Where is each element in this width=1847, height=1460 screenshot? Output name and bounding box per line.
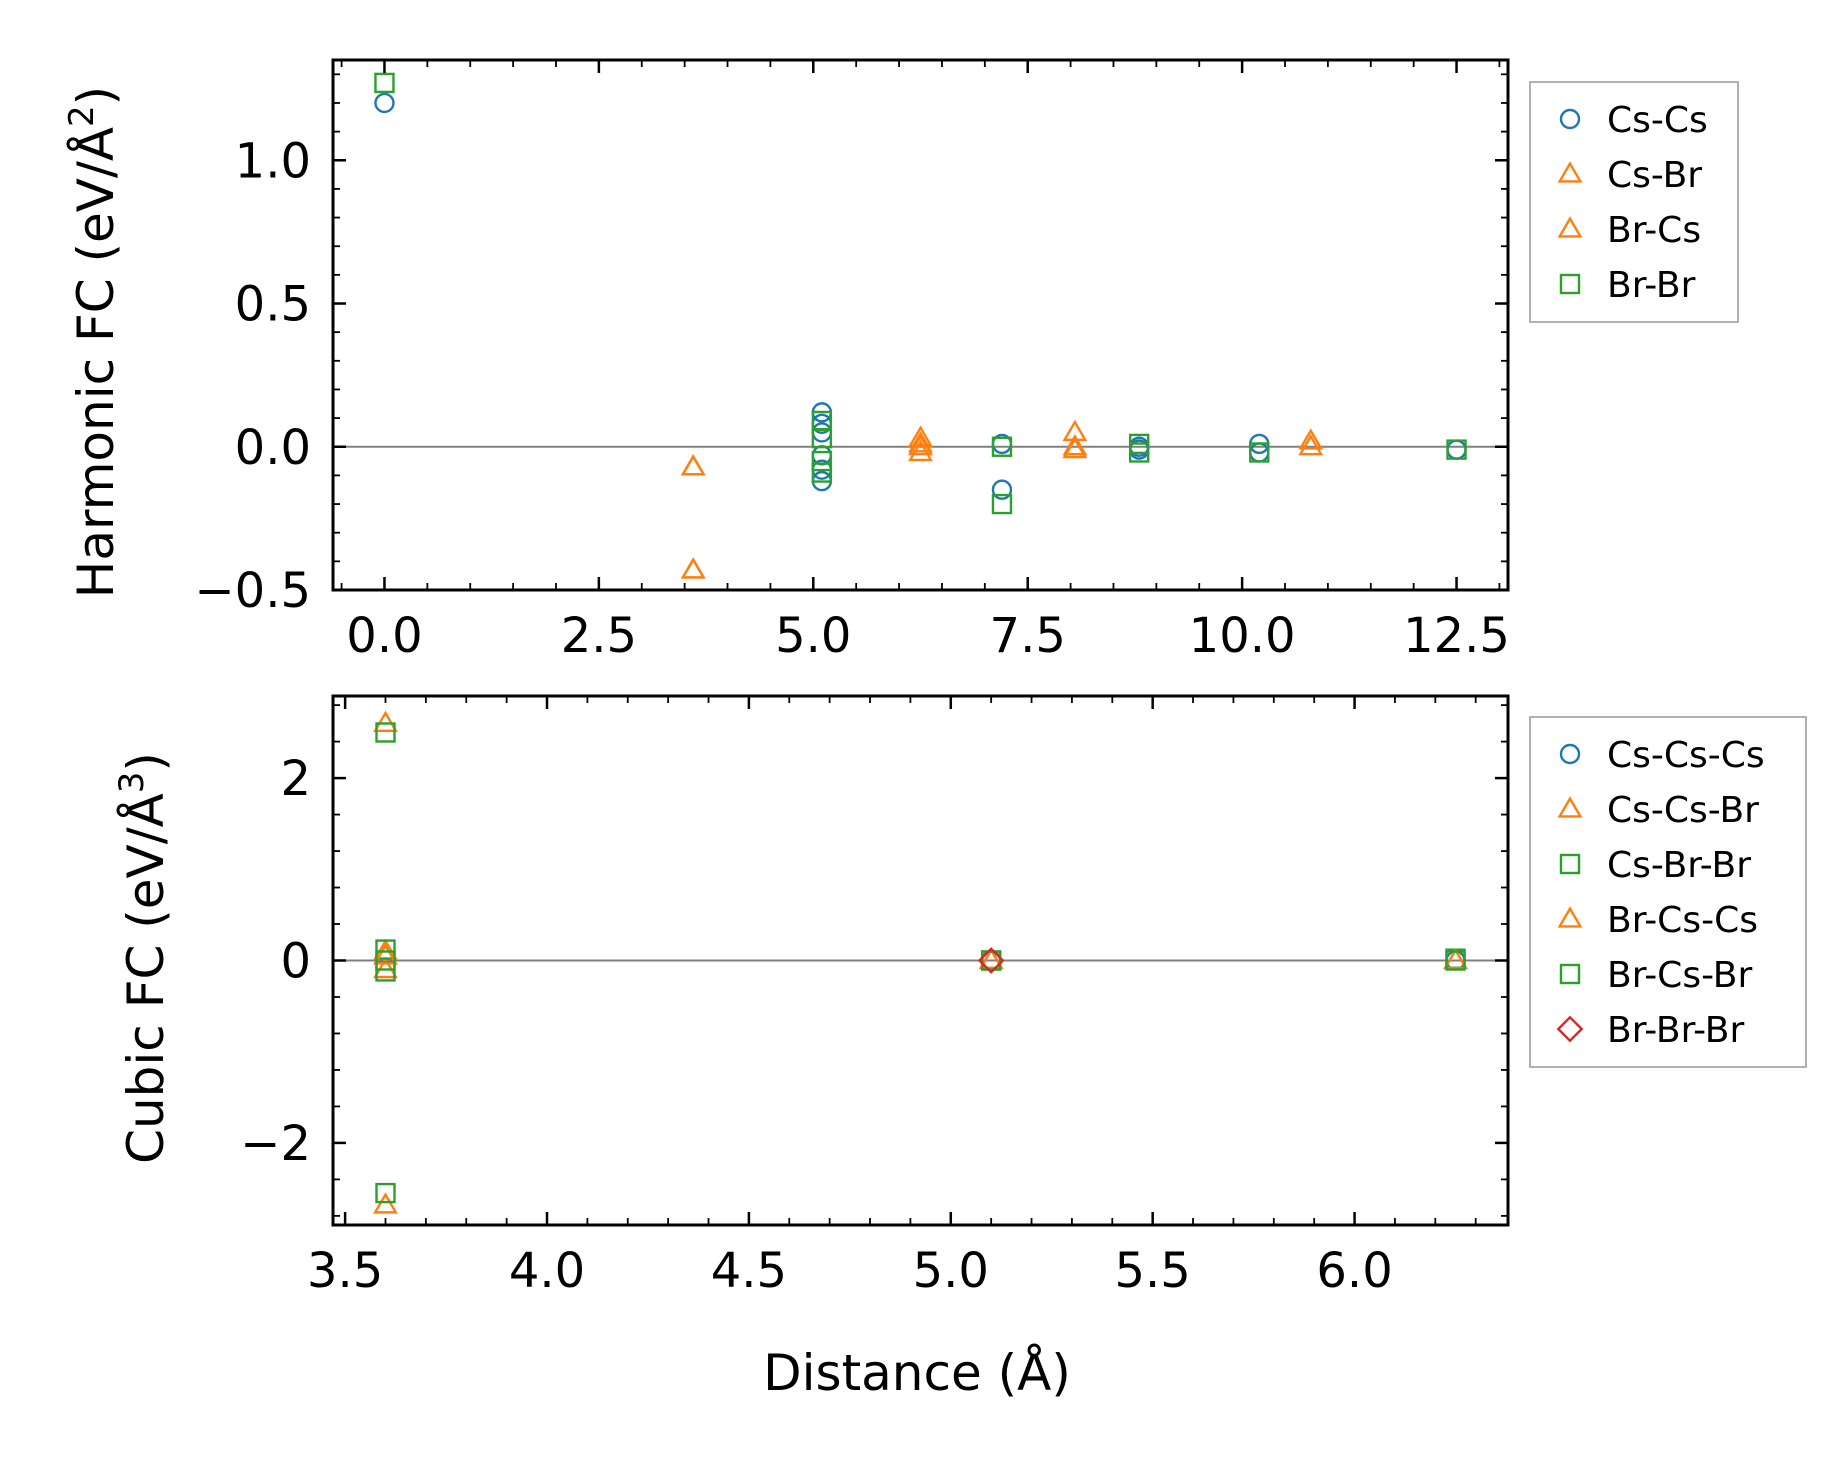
cubic-x-tick-label: 3.5 bbox=[307, 1243, 383, 1299]
cubic-y-tick-label: −2 bbox=[240, 1116, 311, 1172]
cubic-y-axis-label: Cubic FC (eV/Å3) bbox=[112, 752, 175, 1164]
harmonic-legend-marker-br-cs bbox=[1557, 216, 1583, 238]
cubic-point-cs-br-br-1 bbox=[375, 939, 396, 960]
harmonic-fc-panel: 0.0 2.5 5.0 7.5 10.0 12.5 −0.5 0.0 0.5 1.0 Harmon… bbox=[62, 58, 1739, 664]
harmonic-x-tick-label: 0.0 bbox=[346, 608, 422, 664]
harmonic-point-br-br-8 bbox=[1129, 442, 1150, 463]
cubic-legend-marker-br-cs-br bbox=[1559, 963, 1581, 985]
harmonic-point-cs-br-7 bbox=[1298, 428, 1324, 450]
harmonic-y-axis-label: Harmonic FC (eV/Å2) bbox=[62, 86, 125, 598]
cubic-legend-marker-cs-cs-br bbox=[1557, 796, 1583, 818]
cubic-point-br-cs-cs-2 bbox=[1443, 947, 1468, 970]
harmonic-legend-marker-cs-br bbox=[1557, 161, 1583, 183]
cubic-plot-area: 3.5 4.0 4.5 5.0 5.5 6.0 −2 0 2 bbox=[240, 694, 1510, 1299]
harmonic-legend-label-br-cs: Br-Cs bbox=[1607, 210, 1701, 251]
harmonic-point-br-cs-3 bbox=[1062, 434, 1088, 456]
cubic-legend-label-cs-br-br: Cs-Br-Br bbox=[1607, 845, 1751, 886]
cubic-point-cs-cs-br-0 bbox=[373, 710, 398, 733]
cubic-y-tick-label: 2 bbox=[280, 751, 311, 807]
cubic-legend-marker-br-br-br bbox=[1556, 1015, 1584, 1043]
cubic-x-tick-label: 4.0 bbox=[509, 1243, 585, 1299]
cubic-point-cs-cs-br-3 bbox=[373, 1192, 398, 1214]
cubic-point-cs-cs-br-2 bbox=[373, 956, 398, 979]
harmonic-legend-marker-br-br bbox=[1559, 273, 1581, 295]
harmonic-point-br-cs-1 bbox=[680, 557, 706, 579]
cubic-legend-label-br-cs-br: Br-Cs-Br bbox=[1607, 955, 1752, 996]
cubic-point-br-cs-br-2 bbox=[1445, 950, 1466, 971]
harmonic-legend-label-cs-cs: Cs-Cs bbox=[1607, 100, 1708, 141]
harmonic-point-br-br-5 bbox=[991, 436, 1013, 457]
harmonic-point-br-cs-2 bbox=[908, 434, 933, 456]
cubic-x-tick-label: 4.5 bbox=[711, 1243, 787, 1299]
cubic-legend-label-br-cs-cs: Br-Cs-Cs bbox=[1607, 900, 1758, 941]
harmonic-point-cs-br-4 bbox=[908, 439, 933, 462]
harmonic-axes-frame bbox=[331, 58, 1510, 592]
harmonic-point-cs-cs-8 bbox=[991, 479, 1013, 500]
harmonic-x-tick-label: 10.0 bbox=[1189, 608, 1296, 664]
harmonic-point-cs-br-6 bbox=[1062, 436, 1088, 459]
harmonic-x-tick-label: 5.0 bbox=[775, 608, 851, 664]
harmonic-point-cs-br-3 bbox=[908, 431, 933, 453]
harmonic-legend-marker-cs-cs bbox=[1559, 108, 1581, 130]
harmonic-legend-label-br-br: Br-Br bbox=[1607, 265, 1696, 306]
harmonic-point-br-br-2 bbox=[811, 427, 833, 449]
cubic-legend-label-cs-cs-cs: Cs-Cs-Cs bbox=[1607, 735, 1765, 776]
harmonic-x-tick-label: 12.5 bbox=[1403, 608, 1510, 664]
cubic-fc-panel: 3.5 4.0 4.5 5.0 5.5 6.0−202 Cubic FC (eV/Å3) … bbox=[112, 694, 1807, 1402]
cubic-legend-frame bbox=[1529, 716, 1807, 1068]
cubic-point-br-cs-br-1 bbox=[980, 950, 1002, 971]
cubic-legend-marker-br-cs-cs bbox=[1557, 906, 1583, 928]
harmonic-plot-area: 0.0 2.5 5.0 7.5 10.0 12.5 −0.5 0.0 0.5 1.0 bbox=[194, 58, 1510, 664]
harmonic-point-br-br-9 bbox=[1249, 442, 1270, 463]
harmonic-legend-frame bbox=[1529, 81, 1739, 323]
cubic-x-tick-label: 5.0 bbox=[913, 1243, 989, 1299]
harmonic-y-tick-label: 0.0 bbox=[235, 420, 311, 476]
harmonic-y-tick-label: −0.5 bbox=[194, 563, 311, 619]
harmonic-point-br-cs-4 bbox=[1298, 434, 1324, 456]
cubic-point-br-cs-br-0 bbox=[375, 950, 396, 971]
cubic-legend-marker-cs-cs-cs bbox=[1559, 743, 1581, 765]
cubic-point-cs-br-br-0 bbox=[375, 722, 396, 743]
harmonic-point-br-cs-0 bbox=[680, 454, 706, 476]
harmonic-point-cs-br-2 bbox=[908, 425, 933, 447]
harmonic-point-cs-cs-0 bbox=[374, 92, 395, 114]
harmonic-legend-label-cs-br: Cs-Br bbox=[1607, 155, 1702, 196]
cubic-legend-marker-cs-br-br bbox=[1559, 853, 1581, 875]
cubic-y-tick-label: 0 bbox=[280, 934, 311, 990]
harmonic-x-tick-label: 7.5 bbox=[990, 608, 1066, 664]
harmonic-y-tick-label: 0.5 bbox=[235, 277, 311, 333]
harmonic-y-tick-label: 1.0 bbox=[235, 133, 311, 189]
cubic-point-br-br-br-0 bbox=[977, 947, 1005, 974]
cubic-point-cs-br-br-3 bbox=[375, 1182, 396, 1204]
cubic-point-br-cs-cs-1 bbox=[978, 947, 1004, 970]
cubic-x-tick-label: 6.0 bbox=[1316, 1243, 1392, 1299]
cubic-x-tick-label: 5.5 bbox=[1115, 1243, 1191, 1299]
cubic-legend-label-cs-cs-br: Cs-Cs-Br bbox=[1607, 790, 1759, 831]
harmonic-point-br-br-3 bbox=[811, 450, 833, 472]
cubic-point-br-cs-cs-0 bbox=[373, 943, 398, 965]
harmonic-point-br-br-6 bbox=[991, 493, 1013, 515]
harmonic-legend: Cs-Cs Cs-Br Br-Cs Br-Br bbox=[1529, 81, 1739, 323]
cubic-legend-label-br-br-br: Br-Br-Br bbox=[1607, 1010, 1745, 1051]
harmonic-x-tick-label: 2.5 bbox=[561, 608, 637, 664]
distance-x-axis-label: Distance (Å) bbox=[763, 1344, 1071, 1402]
harmonic-point-br-br-4 bbox=[811, 462, 833, 483]
harmonic-point-br-br-10 bbox=[1446, 439, 1467, 460]
harmonic-point-br-br-0 bbox=[374, 72, 395, 94]
cubic-legend: Cs-Cs-Cs Cs-Cs-Br Cs-Br-Br Br-Cs-Cs Br-Cs-Br… bbox=[1529, 716, 1807, 1068]
